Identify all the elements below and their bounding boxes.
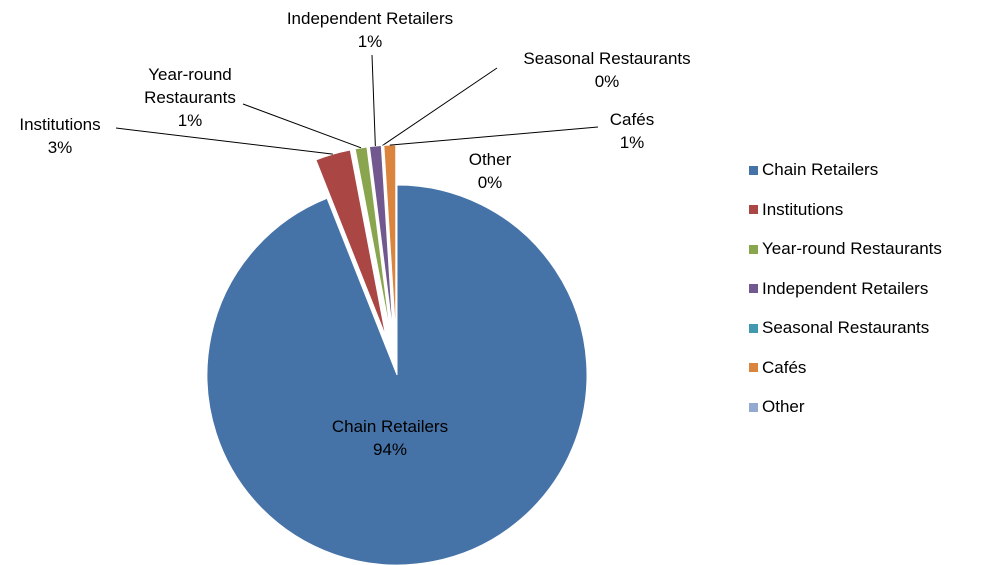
legend-item: Seasonal Restaurants — [749, 318, 929, 338]
legend-label: Institutions — [762, 199, 844, 219]
label-value: 0% — [477, 173, 503, 192]
legend-item: Chain Retailers — [749, 160, 878, 180]
legend-label: Year-round Restaurants — [762, 239, 942, 258]
label-category: Chain Retailers — [331, 417, 449, 436]
legend-item: Cafés — [749, 358, 806, 378]
legend-label: Independent Retailers — [762, 278, 929, 298]
leader-line — [115, 127, 333, 155]
legend-swatch — [749, 284, 758, 293]
label-category: Seasonal Restaurants — [523, 49, 691, 68]
data-label: Chain Retailers 94% — [290, 415, 490, 461]
legend-item: Year-round Restaurants — [749, 239, 942, 259]
legend-swatch — [749, 165, 758, 175]
legend-label: Cafés — [762, 357, 807, 377]
label-category: Institutions — [19, 115, 101, 134]
legend-swatch — [749, 363, 758, 372]
legend-item: Other — [749, 397, 805, 417]
label-category: Cafés — [609, 110, 655, 129]
legend-label: Seasonal Restaurants — [762, 318, 930, 337]
leader-line — [371, 54, 376, 147]
leader-line — [242, 103, 362, 149]
legend-swatch — [749, 244, 758, 254]
label-value: 3% — [47, 138, 73, 157]
label-value: 0% — [594, 72, 620, 91]
label-value: 1% — [619, 133, 645, 152]
legend-swatch — [749, 205, 758, 214]
leader-line — [382, 67, 498, 146]
leader-line — [389, 126, 599, 146]
data-label: Year-round Restaurants 1% — [130, 63, 250, 132]
label-category: Year-round Restaurants — [144, 65, 236, 107]
label-value: 94% — [372, 440, 408, 459]
data-label: Institutions 3% — [5, 113, 115, 159]
data-label: Independent Retailers 1% — [260, 7, 480, 53]
pie-slice — [315, 149, 387, 337]
label-category: Other — [468, 150, 512, 169]
legend-label: Chain Retailers — [762, 160, 879, 179]
legend-item: Institutions — [749, 200, 843, 220]
data-label: Other 0% — [450, 148, 530, 194]
pie-slice — [206, 184, 588, 565]
pie-slice — [382, 145, 395, 336]
legend-swatch — [749, 323, 758, 333]
label-value: 1% — [177, 111, 203, 130]
label-category: Independent Retailers — [286, 9, 454, 28]
data-label: Seasonal Restaurants 0% — [492, 47, 722, 93]
legend-item: Independent Retailers — [749, 279, 928, 299]
data-label: Cafés 1% — [592, 108, 672, 154]
legend-swatch — [749, 402, 758, 412]
label-value: 1% — [357, 32, 383, 51]
legend-label: Other — [762, 397, 805, 416]
